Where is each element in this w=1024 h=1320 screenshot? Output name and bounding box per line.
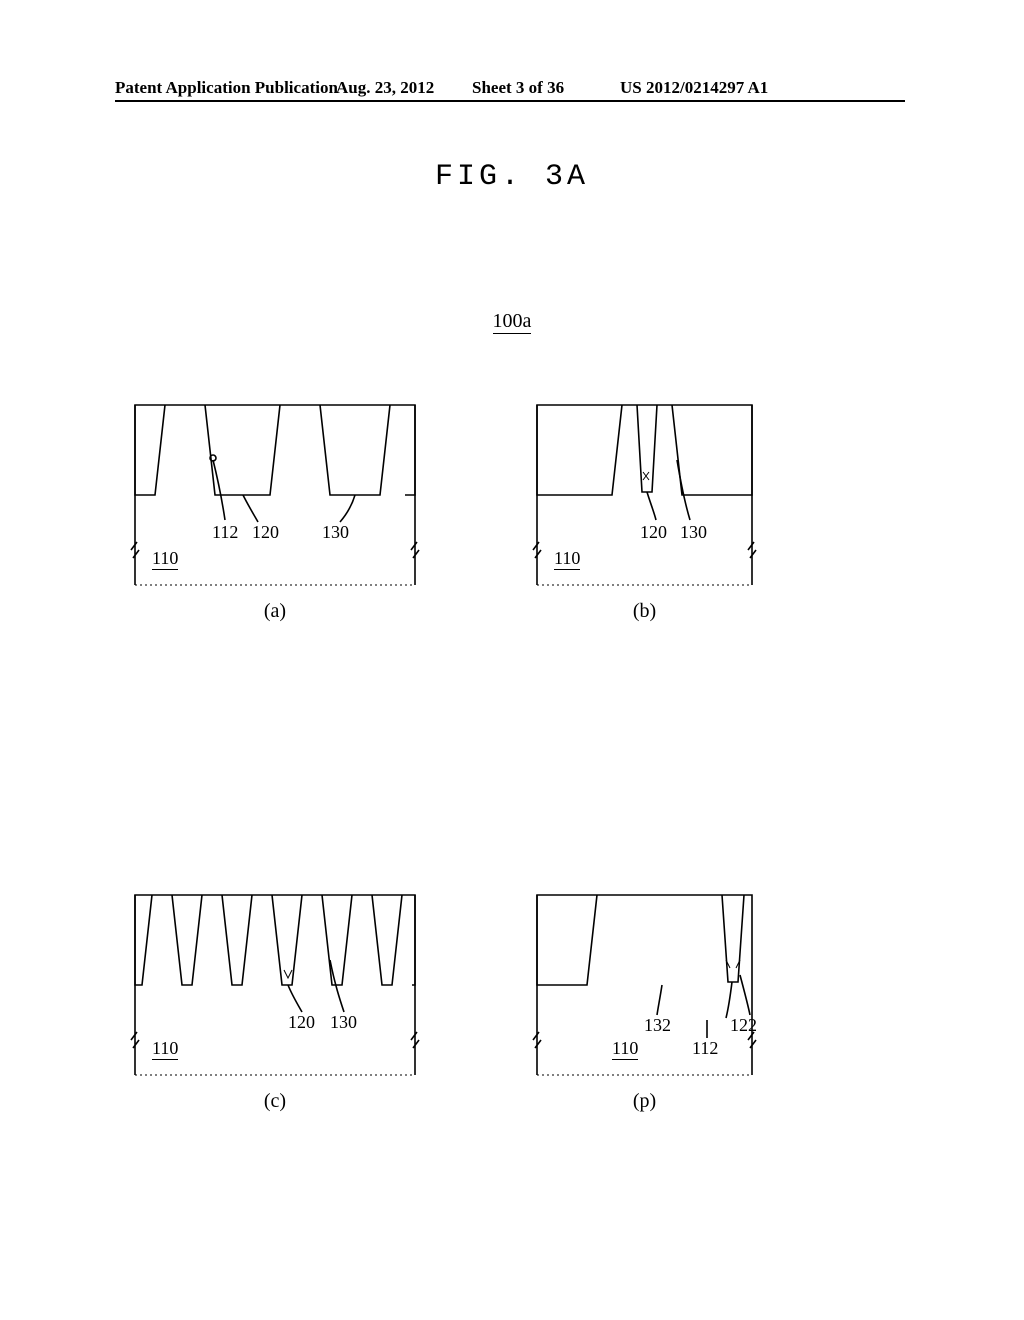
panel-p-label: (p) xyxy=(532,1090,757,1113)
panel-c-label: (c) xyxy=(130,1090,420,1113)
label-120-a: 120 xyxy=(252,522,279,543)
header-pub-number: US 2012/0214297 A1 xyxy=(620,78,768,98)
label-110-p: 110 xyxy=(612,1038,638,1060)
label-120-c: 120 xyxy=(288,1012,315,1033)
label-112-p: 112 xyxy=(692,1038,718,1059)
panel-c: 120 130 110 (c) xyxy=(130,890,420,1120)
figure-reference-text: 100a xyxy=(493,310,532,334)
header-sheet: Sheet 3 of 36 xyxy=(472,78,564,98)
label-122-p: 122 xyxy=(730,1015,757,1036)
panel-b: 120 130 110 (b) xyxy=(532,400,757,630)
label-130-c: 130 xyxy=(330,1012,357,1033)
label-130-b: 130 xyxy=(680,522,707,543)
label-112-a: 112 xyxy=(212,522,238,543)
panel-a: 112 120 130 110 (a) xyxy=(130,400,420,630)
header-publication-label: Patent Application Publication xyxy=(115,78,338,98)
label-130-a: 130 xyxy=(322,522,349,543)
label-110-a: 110 xyxy=(152,548,178,570)
label-120-b: 120 xyxy=(640,522,667,543)
label-110-b: 110 xyxy=(554,548,580,570)
figure-title: FIG. 3A xyxy=(0,160,1024,194)
header-date: Aug. 23, 2012 xyxy=(336,78,434,98)
panel-p-svg xyxy=(532,890,757,1080)
label-110-c: 110 xyxy=(152,1038,178,1060)
panel-p: 132 122 112 110 (p) xyxy=(532,890,757,1120)
label-132-p: 132 xyxy=(644,1015,671,1036)
header-divider xyxy=(115,100,905,102)
figure-reference: 100a xyxy=(0,310,1024,333)
panel-a-label: (a) xyxy=(130,600,420,623)
panel-b-label: (b) xyxy=(532,600,757,623)
